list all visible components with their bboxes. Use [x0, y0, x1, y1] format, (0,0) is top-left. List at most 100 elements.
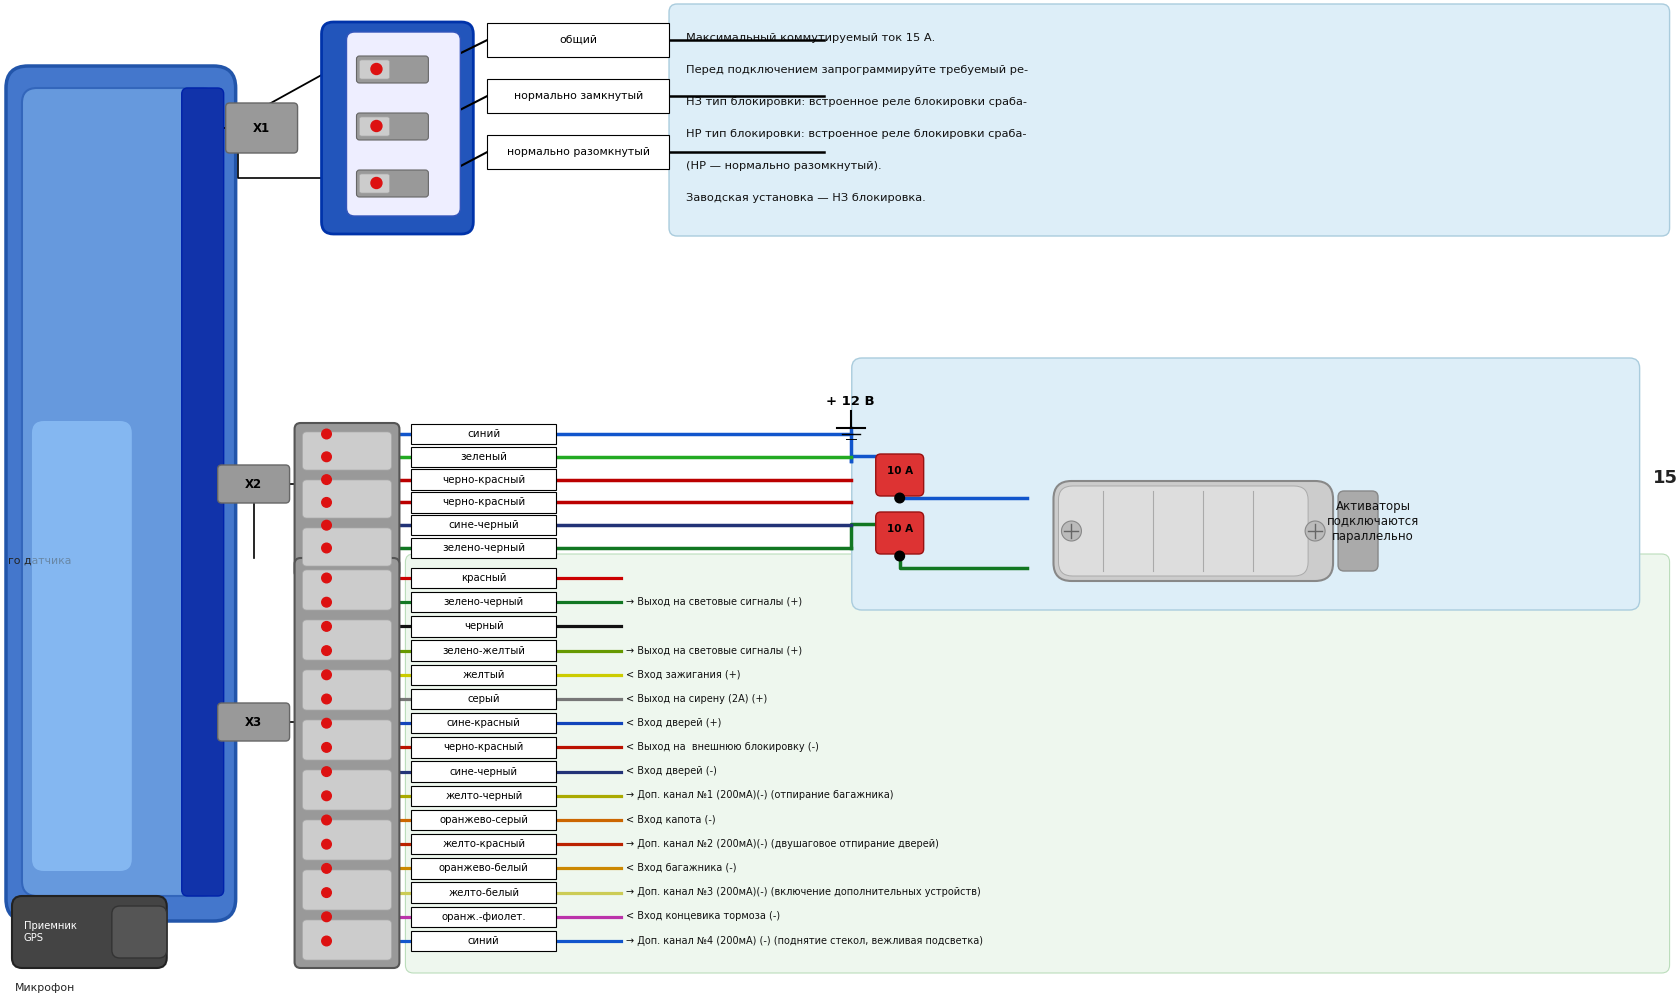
Text: серый: серый: [467, 694, 499, 704]
FancyBboxPatch shape: [487, 135, 669, 169]
FancyBboxPatch shape: [302, 820, 391, 860]
FancyBboxPatch shape: [412, 689, 556, 709]
FancyBboxPatch shape: [302, 432, 391, 470]
FancyBboxPatch shape: [1058, 486, 1307, 576]
Text: НР тип блокировки: встроенное реле блокировки сраба-: НР тип блокировки: встроенное реле блоки…: [685, 129, 1026, 139]
Text: оранжево-серый: оранжево-серый: [438, 815, 528, 825]
Circle shape: [321, 839, 331, 849]
Text: → Доп. канал №1 (200мА)(-) (отпирание багажника): → Доп. канал №1 (200мА)(-) (отпирание ба…: [625, 791, 894, 801]
Text: X1: X1: [254, 122, 270, 135]
Text: желто-черный: желто-черный: [445, 791, 522, 801]
FancyBboxPatch shape: [302, 920, 391, 960]
FancyBboxPatch shape: [412, 447, 556, 467]
Text: Микрофон: Микрофон: [15, 983, 76, 993]
Text: нормально замкнутый: нормально замкнутый: [512, 91, 642, 101]
Circle shape: [321, 598, 331, 607]
Circle shape: [321, 888, 331, 897]
Text: сине-черный: сине-черный: [449, 520, 519, 530]
FancyBboxPatch shape: [294, 423, 400, 578]
FancyBboxPatch shape: [412, 616, 556, 637]
Text: Активаторы
подключаются
параллельно: Активаторы подключаются параллельно: [1326, 500, 1418, 542]
Circle shape: [1060, 521, 1080, 541]
Text: → Доп. канал №4 (200мА) (-) (поднятие стекол, вежливая подсветка): → Доп. канал №4 (200мА) (-) (поднятие ст…: [625, 936, 983, 946]
Text: X3: X3: [245, 715, 262, 728]
Text: оранж.-фиолет.: оранж.-фиолет.: [442, 911, 526, 921]
Text: зелено-черный: зелено-черный: [444, 598, 524, 608]
Text: (НР — нормально разомкнутый).: (НР — нормально разомкнутый).: [685, 161, 880, 171]
Circle shape: [321, 718, 331, 728]
FancyBboxPatch shape: [22, 88, 217, 896]
FancyBboxPatch shape: [356, 170, 428, 197]
Text: желто-белый: желто-белый: [449, 887, 519, 897]
FancyBboxPatch shape: [7, 66, 235, 921]
FancyBboxPatch shape: [32, 421, 131, 871]
Text: черно-красный: черно-красный: [442, 497, 526, 507]
FancyBboxPatch shape: [1337, 491, 1378, 571]
Text: зеленый: зеленый: [460, 452, 507, 462]
Text: Приемник
GPS: Приемник GPS: [24, 921, 77, 943]
Circle shape: [371, 177, 381, 188]
Circle shape: [321, 791, 331, 801]
Text: общий: общий: [559, 35, 596, 45]
Text: → Выход на световые сигналы (+): → Выход на световые сигналы (+): [625, 597, 801, 607]
FancyBboxPatch shape: [412, 858, 556, 878]
Text: оранжево-белый: оранжево-белый: [438, 863, 529, 873]
Text: < Вход концевика тормоза (-): < Вход концевика тормоза (-): [625, 911, 780, 921]
Text: 15: 15: [1651, 469, 1677, 487]
FancyBboxPatch shape: [412, 665, 556, 685]
FancyBboxPatch shape: [669, 4, 1668, 236]
Text: + 12 В: + 12 В: [827, 394, 875, 407]
FancyBboxPatch shape: [412, 567, 556, 589]
Circle shape: [321, 543, 331, 553]
Circle shape: [321, 573, 331, 582]
Text: желто-красный: желто-красный: [442, 839, 524, 849]
FancyBboxPatch shape: [217, 465, 289, 503]
FancyBboxPatch shape: [12, 896, 166, 968]
FancyBboxPatch shape: [181, 88, 223, 896]
FancyBboxPatch shape: [302, 480, 391, 518]
Circle shape: [321, 622, 331, 631]
Circle shape: [321, 742, 331, 752]
FancyBboxPatch shape: [852, 358, 1638, 610]
FancyBboxPatch shape: [412, 641, 556, 661]
Text: зелено-черный: зелено-черный: [442, 543, 526, 553]
FancyBboxPatch shape: [412, 906, 556, 928]
Circle shape: [321, 863, 331, 873]
FancyBboxPatch shape: [1053, 481, 1332, 581]
Text: сине-черный: сине-черный: [450, 767, 517, 777]
FancyBboxPatch shape: [302, 870, 391, 910]
Text: Заводская установка — НЗ блокировка.: Заводская установка — НЗ блокировка.: [685, 193, 926, 203]
FancyBboxPatch shape: [302, 720, 391, 760]
FancyBboxPatch shape: [360, 60, 390, 79]
Circle shape: [321, 430, 331, 439]
FancyBboxPatch shape: [356, 113, 428, 140]
Text: < Вход дверей (-): < Вход дверей (-): [625, 767, 717, 776]
Text: черный: черный: [464, 622, 504, 632]
Circle shape: [321, 646, 331, 655]
Text: 10 А: 10 А: [885, 466, 912, 476]
Text: < Выход на  внешнюю блокировку (-): < Выход на внешнюю блокировку (-): [625, 741, 818, 751]
FancyBboxPatch shape: [412, 810, 556, 830]
Circle shape: [321, 520, 331, 530]
Text: < Вход зажигания (+): < Вход зажигания (+): [625, 669, 741, 679]
Circle shape: [371, 121, 381, 132]
FancyBboxPatch shape: [412, 592, 556, 613]
Text: < Вход багажника (-): < Вход багажника (-): [625, 863, 736, 873]
Circle shape: [321, 475, 331, 485]
FancyBboxPatch shape: [302, 670, 391, 710]
FancyBboxPatch shape: [412, 762, 556, 782]
FancyBboxPatch shape: [225, 103, 297, 153]
Text: черно-красный: черно-красный: [442, 475, 526, 485]
FancyBboxPatch shape: [487, 23, 669, 57]
Circle shape: [321, 452, 331, 462]
Circle shape: [1304, 521, 1324, 541]
Circle shape: [321, 767, 331, 777]
FancyBboxPatch shape: [302, 528, 391, 566]
Text: синий: синий: [467, 936, 499, 946]
Text: черно-красный: черно-красный: [444, 742, 524, 752]
FancyBboxPatch shape: [412, 931, 556, 952]
Text: красный: красный: [460, 573, 506, 583]
Text: синий: синий: [467, 429, 501, 439]
FancyBboxPatch shape: [302, 620, 391, 660]
FancyBboxPatch shape: [412, 713, 556, 733]
